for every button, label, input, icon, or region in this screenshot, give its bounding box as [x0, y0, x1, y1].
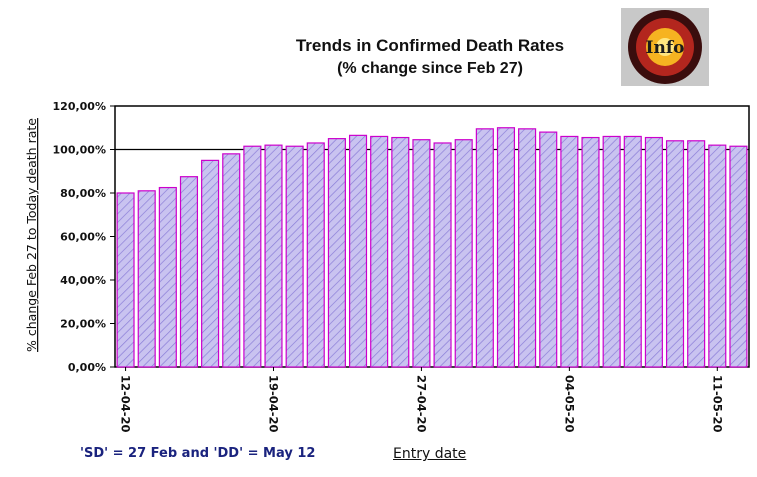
bar	[306, 142, 325, 368]
logo-text: Info	[646, 38, 685, 58]
bar	[137, 190, 156, 368]
bar	[581, 136, 600, 368]
bar	[285, 145, 304, 368]
bar	[475, 128, 494, 368]
x-tick-label: 04-05-20	[562, 375, 576, 433]
bar	[518, 128, 537, 368]
bar	[264, 144, 283, 368]
x-tick-label: 27-04-20	[414, 375, 428, 433]
bar	[370, 135, 389, 368]
x-tick-label: 19-04-20	[267, 375, 281, 433]
y-tick-label: 20,00%	[60, 318, 106, 331]
bar	[560, 135, 579, 368]
info-logo: Info	[621, 8, 709, 86]
y-tick-label: 60,00%	[60, 231, 106, 244]
bar	[327, 138, 346, 368]
bar	[243, 145, 262, 368]
bar	[116, 192, 135, 368]
y-tick-label: 100,00%	[53, 144, 106, 157]
chart-title: Trends in Confirmed Death Rates	[295, 36, 565, 55]
bar	[623, 135, 642, 368]
bar	[665, 140, 685, 368]
chart-subtitle: (% change since Feb 27)	[337, 60, 523, 77]
y-tick-label: 120,00%	[53, 100, 106, 113]
x-tick-label: 11-05-20	[710, 375, 724, 433]
bar	[687, 140, 706, 368]
bar	[201, 159, 220, 368]
y-tick-label: 80,00%	[60, 187, 106, 200]
bar	[222, 153, 241, 368]
bar	[454, 139, 473, 368]
bar	[644, 136, 663, 368]
bar	[708, 144, 727, 368]
bar	[179, 176, 199, 368]
y-tick-label: 40,00%	[60, 274, 106, 287]
bar	[412, 139, 431, 368]
bar	[729, 145, 748, 368]
bar	[602, 135, 621, 368]
bar	[348, 134, 368, 368]
bar	[539, 131, 558, 368]
x-tick-label: 12-04-20	[119, 375, 133, 433]
y-tick-label: 0,00%	[68, 361, 106, 374]
bar	[391, 136, 410, 368]
y-axis-label: % change Feb 27 to Today death rate	[24, 118, 39, 352]
footnote: 'SD' = 27 Feb and 'DD' = May 12	[80, 446, 316, 461]
x-axis-label: Entry date	[393, 446, 467, 462]
bar	[158, 186, 177, 368]
bar	[496, 127, 516, 368]
bar	[433, 142, 452, 368]
